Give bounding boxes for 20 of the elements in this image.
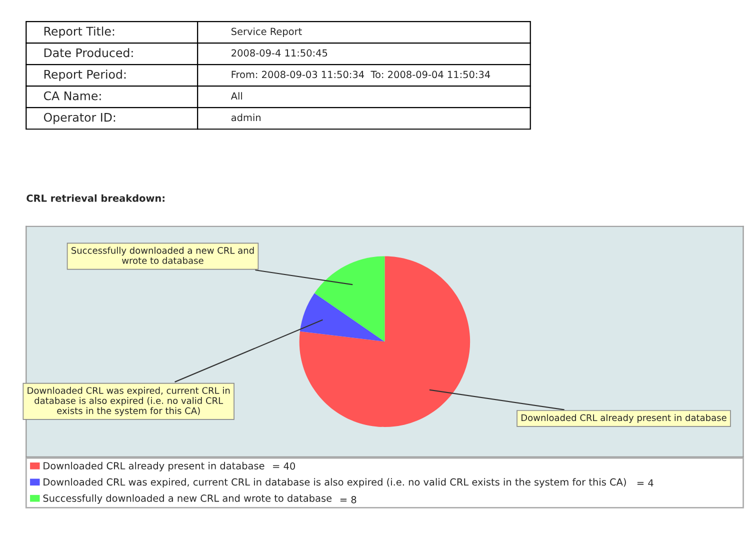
text: Report Title: [44,26,114,38]
text: Report Period: [44,70,126,82]
text: admin [231,114,260,122]
text: Date Produced: [44,48,133,58]
legend-label: Downloaded CRL already present in database [44,462,264,472]
legend-label: Downloaded CRL was expired, current CRL in database is also expired (i.e. no valid CRL exists in the system for this CA) [44,478,626,488]
text: From: 2008-09-03 11:50:34 To: 2008-09-04 11:50:34 [232,70,490,78]
data-label: = 8 [340,496,356,504]
text: Operator ID: [44,112,116,124]
chart-title: CRL retrieval breakdown: [26,194,164,202]
text: CA Name: [44,91,101,100]
data-label: = 4 [637,479,654,486]
data-label: = 40 [273,462,296,470]
slice-label: Downloaded CRL was expired, current CRL in database is also expired (i.e. no valid CRL exists in the system for this CA) [28,386,230,416]
text: All [230,92,242,100]
slice-label: Downloaded CRL already present in database [522,414,726,423]
text: 2008-09-4 11:50:45 [232,49,328,57]
text: Service Report [232,28,302,37]
slice-label: Successfully downloaded a new CRL and wrote to database [72,246,254,264]
legend-label: Successfully downloaded a new CRL and wrote to database [43,494,332,504]
